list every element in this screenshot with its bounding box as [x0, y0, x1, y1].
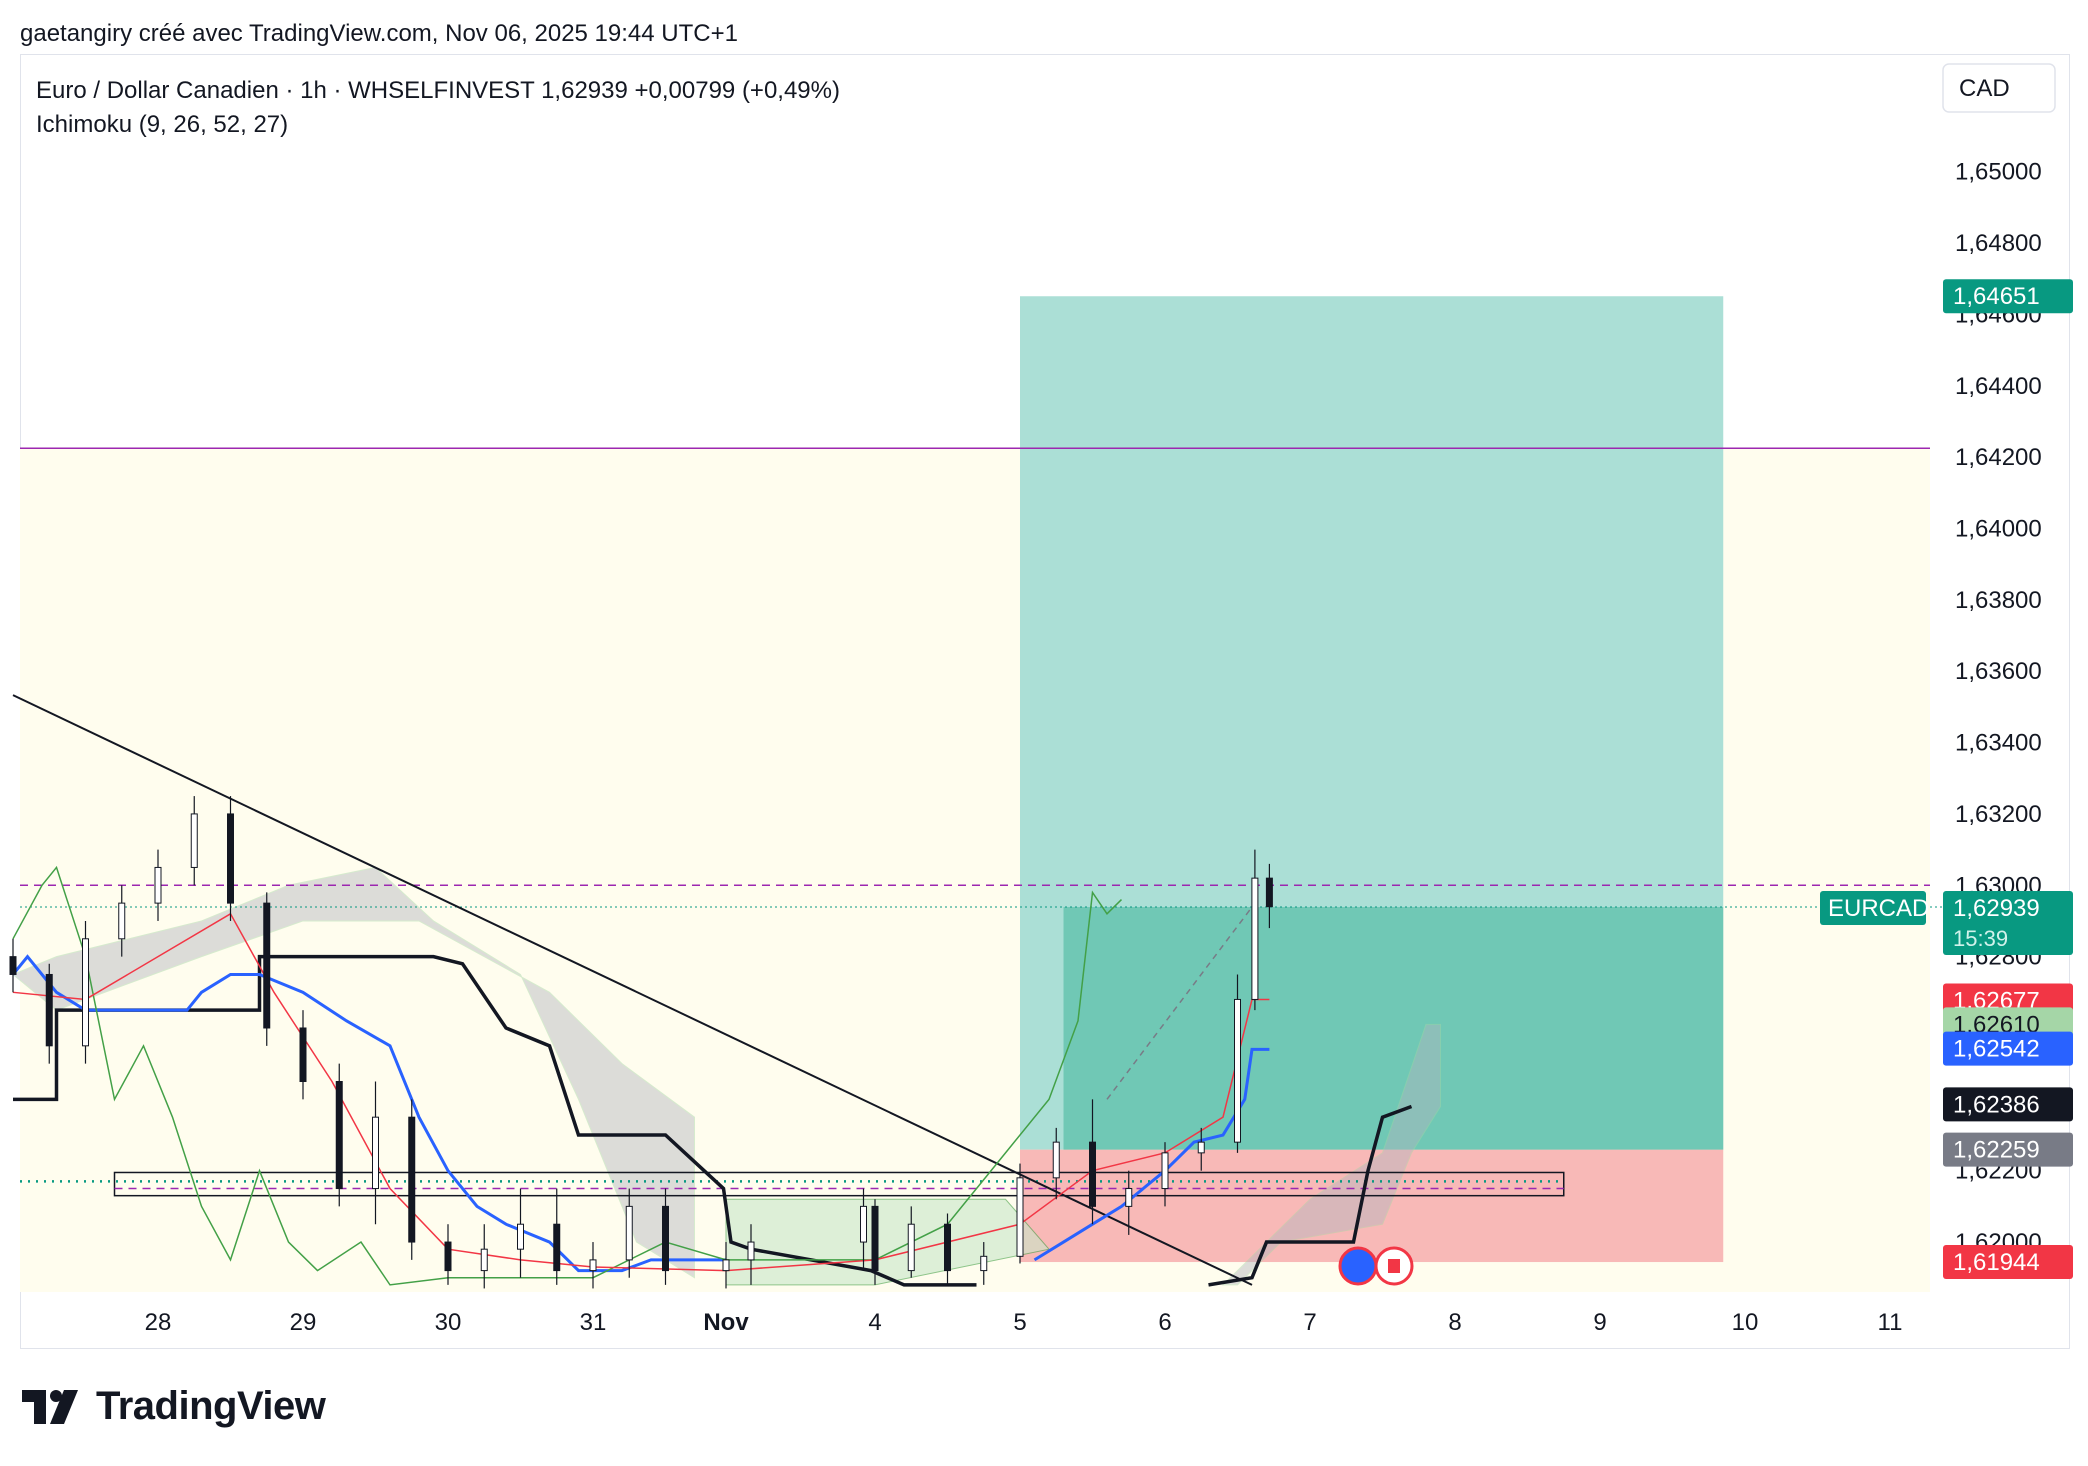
ichimoku-kijun-line: [13, 954, 977, 1287]
price-tag: [1943, 1031, 2073, 1066]
eu-flag-icon[interactable]: [1338, 1246, 1378, 1286]
price-tag-label: 1,61944: [1953, 1249, 2040, 1276]
candle[interactable]: [1251, 877, 1259, 1000]
ichimoku-tenkan-line-current: [1033, 1047, 1270, 1262]
y-tick-label: 1,65000: [1955, 159, 2042, 186]
stop-zone[interactable]: [1020, 1149, 1724, 1263]
canada-maple-icon: [1388, 1259, 1400, 1273]
price-tag: [1943, 279, 2073, 314]
candle[interactable]: [662, 1205, 669, 1272]
ichimoku-cloud-future: [1221, 1023, 1441, 1286]
candle[interactable]: [722, 1259, 730, 1272]
price-tag: [1943, 1245, 2073, 1280]
candle[interactable]: [372, 1116, 379, 1190]
y-tick-label: 1,63600: [1955, 658, 2042, 685]
position-projection-line: [1106, 906, 1253, 1100]
candle[interactable]: [408, 1116, 416, 1243]
candle[interactable]: [263, 902, 271, 1029]
candle[interactable]: [907, 1223, 915, 1272]
candle[interactable]: [118, 902, 126, 940]
candle[interactable]: [154, 866, 162, 904]
profit-progress: [1063, 907, 1724, 1150]
candle[interactable]: [444, 1241, 452, 1272]
candle[interactable]: [1125, 1188, 1133, 1207]
price-tag-label: 1,62542: [1953, 1036, 2040, 1063]
symbol-tag-label: EURCAD: [1828, 895, 1929, 922]
price-tag-label: 1,62259: [1953, 1137, 2040, 1164]
candle[interactable]: [45, 973, 53, 1047]
candle[interactable]: [1234, 998, 1241, 1143]
y-tick-label: 1,64000: [1955, 516, 2042, 543]
candle[interactable]: [1016, 1177, 1024, 1257]
candle[interactable]: [625, 1205, 633, 1261]
price-tag: [1943, 891, 2073, 956]
x-tick-label: 11: [1878, 1309, 1903, 1336]
candle[interactable]: [553, 1223, 561, 1272]
x-tick-label: Nov: [703, 1309, 749, 1336]
price-tag-label: 1,62386: [1953, 1091, 2040, 1118]
y-tick-label: 1,64200: [1955, 444, 2042, 471]
symbol-info[interactable]: Euro / Dollar Canadien · 1h · WHSELFINVE…: [36, 77, 840, 104]
x-tick-label: 7: [1303, 1309, 1316, 1336]
price-tag-label: 1,62939: [1953, 895, 2040, 922]
candle[interactable]: [944, 1223, 951, 1272]
candle[interactable]: [517, 1223, 524, 1250]
x-tick-label: 29: [290, 1309, 317, 1336]
ichimoku-chikou-span: [12, 865, 1123, 1286]
x-tick-label: 31: [580, 1309, 607, 1336]
price-tag: [1943, 1132, 2073, 1167]
y-tick-label: 1,64800: [1955, 230, 2042, 257]
x-tick-label: 4: [868, 1309, 881, 1336]
candle[interactable]: [1052, 1141, 1060, 1179]
candle[interactable]: [227, 813, 234, 904]
price-tag-countdown: 15:39: [1953, 926, 2008, 951]
chart-attribution: gaetangiry créé avec TradingView.com, No…: [20, 20, 738, 47]
candle[interactable]: [860, 1205, 867, 1243]
y-tick-label: 1,63400: [1955, 730, 2042, 757]
candle[interactable]: [299, 1027, 307, 1083]
price-tag-label: 1,64651: [1953, 283, 2040, 310]
trendline[interactable]: [12, 694, 1253, 1286]
candle[interactable]: [335, 1081, 343, 1190]
x-tick-label: 28: [145, 1309, 172, 1336]
candle[interactable]: [9, 956, 17, 975]
chart-legend: Euro / Dollar Canadien · 1h · WHSELFINVE…: [36, 74, 840, 142]
candle[interactable]: [480, 1248, 488, 1272]
candle[interactable]: [1089, 1141, 1096, 1207]
candle[interactable]: [1265, 877, 1273, 908]
x-tick-label: 6: [1158, 1309, 1171, 1336]
x-tick-label: 5: [1013, 1309, 1026, 1336]
tradingview-logo-icon: [22, 1389, 78, 1424]
currency-label: CAD: [1959, 75, 2010, 102]
y-tick-label: 1,63200: [1955, 801, 2042, 828]
x-tick-label: 9: [1593, 1309, 1606, 1336]
candle[interactable]: [980, 1255, 988, 1272]
y-tick-label: 1,64400: [1955, 373, 2042, 400]
candle[interactable]: [747, 1241, 755, 1261]
candle[interactable]: [1161, 1152, 1169, 1190]
candle[interactable]: [871, 1205, 879, 1272]
indicator-info[interactable]: Ichimoku (9, 26, 52, 27): [36, 111, 289, 138]
tradingview-logo[interactable]: TradingView: [22, 1384, 326, 1429]
currency-selector[interactable]: [1942, 63, 2056, 113]
tradingview-brand: TradingView: [96, 1384, 326, 1428]
x-tick-label: 10: [1732, 1309, 1759, 1336]
candle[interactable]: [589, 1259, 597, 1272]
ichimoku-kijun-line-future: [1208, 1104, 1413, 1287]
y-tick-label: 1,63800: [1955, 587, 2042, 614]
candle[interactable]: [190, 813, 198, 868]
price-tag: [1943, 1087, 2073, 1122]
candle[interactable]: [82, 938, 89, 1047]
candle[interactable]: [1197, 1141, 1205, 1154]
x-tick-label: 8: [1448, 1309, 1461, 1336]
x-tick-label: 30: [435, 1309, 462, 1336]
symbol-tag: [1820, 891, 1926, 926]
support-box[interactable]: [113, 1171, 1565, 1197]
